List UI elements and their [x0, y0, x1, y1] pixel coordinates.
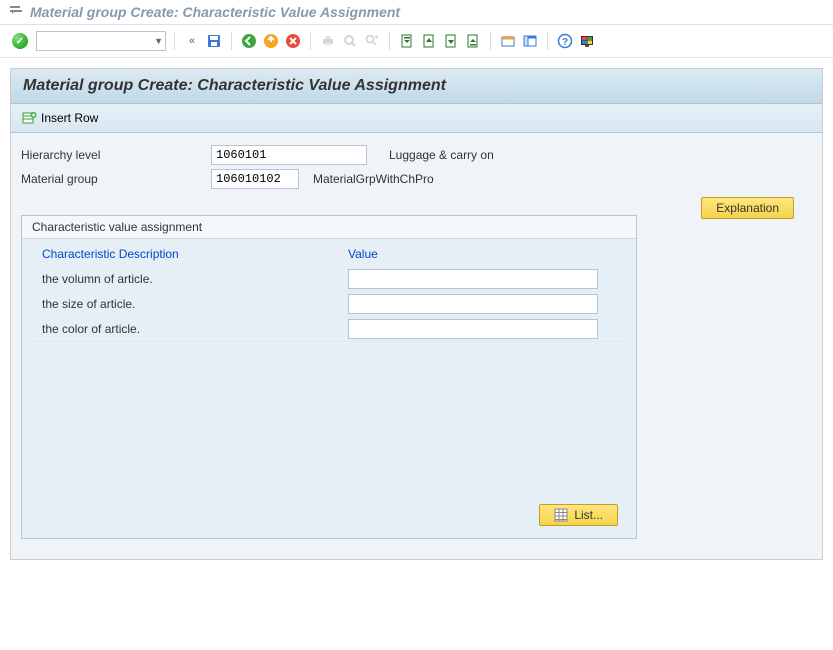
system-toolbar: ✓ ▼ « ?	[0, 25, 833, 58]
matgroup-desc: MaterialGrpWithChPro	[313, 172, 434, 186]
toolbar-separator	[174, 32, 175, 50]
table-row: the color of article.	[32, 317, 626, 342]
layout-icon[interactable]	[521, 32, 539, 50]
toolbar-separator	[547, 32, 548, 50]
explain-row: Explanation	[11, 191, 822, 215]
char-panel: Characteristic value assignment Characte…	[21, 215, 637, 539]
char-desc: the color of article.	[42, 322, 348, 336]
new-session-icon[interactable]	[499, 32, 517, 50]
char-value-input[interactable]	[348, 269, 598, 289]
list-icon	[554, 508, 568, 522]
ok-icon[interactable]: ✓	[12, 33, 28, 49]
toolbar-separator	[389, 32, 390, 50]
page-last-icon[interactable]	[464, 32, 482, 50]
toolbar-separator	[231, 32, 232, 50]
table-row: the volumn of article.	[32, 267, 626, 292]
exit-orange-icon[interactable]	[262, 32, 280, 50]
main-area: Material group Create: Characteristic Va…	[10, 68, 823, 560]
svg-text:?: ?	[562, 37, 568, 48]
window-titlebar: Material group Create: Characteristic Va…	[0, 0, 833, 25]
cancel-red-icon[interactable]	[284, 32, 302, 50]
list-button-wrap: List...	[539, 504, 618, 526]
matgroup-label: Material group	[21, 172, 211, 186]
char-desc: the size of article.	[42, 297, 348, 311]
find-icon	[341, 32, 359, 50]
list-label: List...	[574, 508, 603, 522]
char-panel-title: Characteristic value assignment	[22, 216, 636, 238]
insert-row-icon	[21, 110, 37, 126]
customize-icon[interactable]	[578, 32, 596, 50]
hierarchy-label: Hierarchy level	[21, 148, 211, 162]
form-area: Hierarchy level 1060101 Luggage & carry …	[11, 133, 822, 559]
explanation-label: Explanation	[716, 201, 779, 215]
page-title: Material group Create: Characteristic Va…	[11, 69, 822, 104]
col-header-desc: Characteristic Description	[42, 247, 348, 261]
form-row-matgroup: Material group 106010102 MaterialGrpWith…	[11, 167, 822, 191]
char-value-input[interactable]	[348, 319, 598, 339]
action-bar: Insert Row	[11, 104, 822, 133]
matgroup-input[interactable]: 106010102	[211, 169, 299, 189]
hierarchy-desc: Luggage & carry on	[389, 148, 494, 162]
col-header-value: Value	[348, 247, 598, 261]
table-row: the size of article.	[32, 292, 626, 317]
save-icon[interactable]	[205, 32, 223, 50]
col-headers: Characteristic Description Value	[32, 245, 626, 267]
hierarchy-input[interactable]: 1060101	[211, 145, 367, 165]
toolbar-separator	[490, 32, 491, 50]
char-value-input[interactable]	[348, 294, 598, 314]
window-title: Material group Create: Characteristic Va…	[30, 4, 400, 20]
app-icon	[8, 4, 24, 20]
page-first-icon[interactable]	[398, 32, 416, 50]
help-icon[interactable]: ?	[556, 32, 574, 50]
chevron-down-icon: ▼	[154, 36, 163, 46]
print-icon	[319, 32, 337, 50]
back-icon[interactable]: «	[183, 32, 201, 50]
insert-row-label: Insert Row	[41, 111, 98, 125]
form-row-hierarchy: Hierarchy level 1060101 Luggage & carry …	[11, 143, 822, 167]
insert-row-button[interactable]: Insert Row	[21, 110, 98, 126]
page-down-icon[interactable]	[442, 32, 460, 50]
command-combo[interactable]: ▼	[36, 31, 166, 51]
find-next-icon	[363, 32, 381, 50]
toolbar-separator	[310, 32, 311, 50]
char-panel-body: Characteristic Description Value the vol…	[22, 238, 636, 538]
char-desc: the volumn of article.	[42, 272, 348, 286]
explanation-button[interactable]: Explanation	[701, 197, 794, 219]
list-button[interactable]: List...	[539, 504, 618, 526]
page-up-icon[interactable]	[420, 32, 438, 50]
back-green-icon[interactable]	[240, 32, 258, 50]
